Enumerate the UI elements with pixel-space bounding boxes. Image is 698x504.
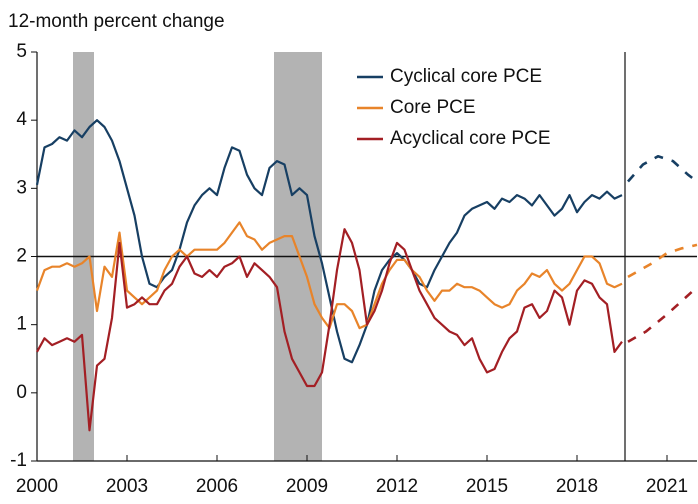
legend-label: Acyclical core PCE <box>390 128 551 149</box>
y-tick-label: 1 <box>16 314 27 335</box>
x-tick-label: 2012 <box>376 476 418 497</box>
y-tick-label: -1 <box>10 450 27 471</box>
x-tick-label: 2021 <box>646 476 688 497</box>
series-line <box>35 119 623 364</box>
y-tick-label: 5 <box>16 41 27 62</box>
legend-label: Cyclical core PCE <box>390 66 542 87</box>
series-line <box>36 228 623 432</box>
x-tick-label: 2000 <box>16 476 58 497</box>
x-tick-label: 2015 <box>466 476 508 497</box>
y-tick-label: 0 <box>16 382 27 403</box>
forecast-line <box>627 243 698 279</box>
x-tick-label: 2009 <box>286 476 328 497</box>
forecast-line <box>627 155 698 183</box>
x-tick-label: 2003 <box>106 476 148 497</box>
x-tick-label: 2006 <box>196 476 238 497</box>
y-tick-label: 4 <box>16 109 27 130</box>
y-tick-label: 2 <box>16 246 27 267</box>
forecast-line <box>627 286 698 343</box>
x-tick-label: 2018 <box>556 476 598 497</box>
y-tick-label: 3 <box>16 177 27 198</box>
legend-label: Core PCE <box>390 97 476 118</box>
y-axis-label: 12-month percent change <box>8 11 225 32</box>
series-line <box>35 221 623 330</box>
